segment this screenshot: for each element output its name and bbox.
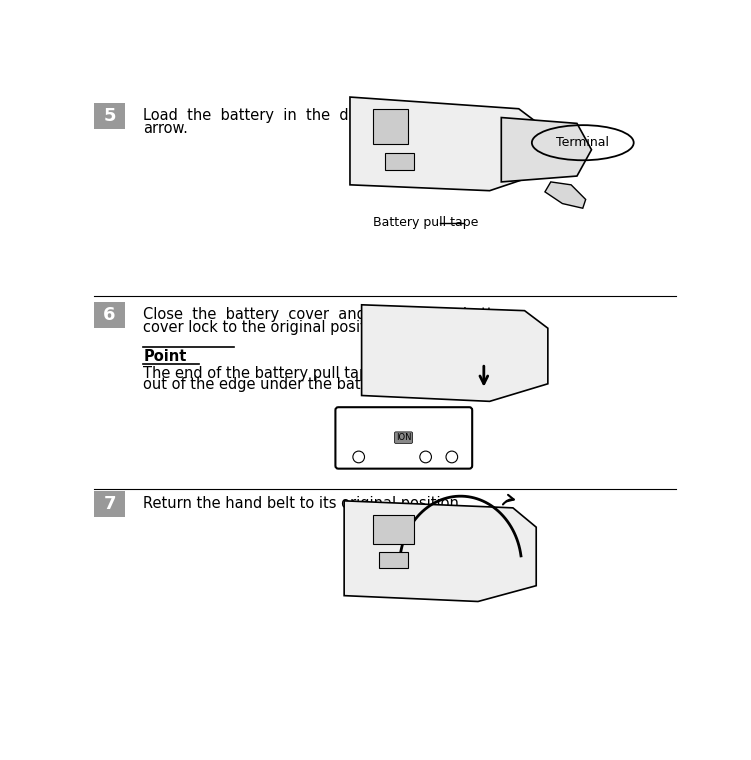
Text: Load  the  battery  in  the  direction  shown  by  the: Load the battery in the direction shown … xyxy=(143,108,521,123)
FancyBboxPatch shape xyxy=(95,103,125,128)
Polygon shape xyxy=(502,118,592,182)
FancyBboxPatch shape xyxy=(95,302,125,328)
Text: 6: 6 xyxy=(104,306,116,324)
FancyBboxPatch shape xyxy=(385,153,414,170)
Polygon shape xyxy=(350,97,542,191)
FancyBboxPatch shape xyxy=(379,552,409,568)
Text: ION: ION xyxy=(396,433,412,442)
Polygon shape xyxy=(545,182,586,208)
Text: 7: 7 xyxy=(104,495,116,513)
Text: The end of the battery pull tape must not come: The end of the battery pull tape must no… xyxy=(143,366,493,381)
Text: arrow.: arrow. xyxy=(143,121,189,136)
FancyBboxPatch shape xyxy=(95,491,125,517)
FancyBboxPatch shape xyxy=(373,515,414,544)
Text: Terminal: Terminal xyxy=(556,136,609,149)
Text: 5: 5 xyxy=(104,106,116,125)
Text: Point: Point xyxy=(143,349,187,364)
Text: out of the edge under the battery cover.: out of the edge under the battery cover. xyxy=(143,377,439,392)
Polygon shape xyxy=(344,501,536,601)
Text: Return the hand belt to its original position.: Return the hand belt to its original pos… xyxy=(143,496,464,511)
Text: Battery pull tape: Battery pull tape xyxy=(373,217,478,230)
Polygon shape xyxy=(362,305,547,401)
FancyBboxPatch shape xyxy=(373,109,409,144)
FancyBboxPatch shape xyxy=(336,407,472,469)
Text: Close  the  battery  cover  and  return  the  battery: Close the battery cover and return the b… xyxy=(143,307,517,322)
Text: cover lock to the original position.: cover lock to the original position. xyxy=(143,320,394,335)
